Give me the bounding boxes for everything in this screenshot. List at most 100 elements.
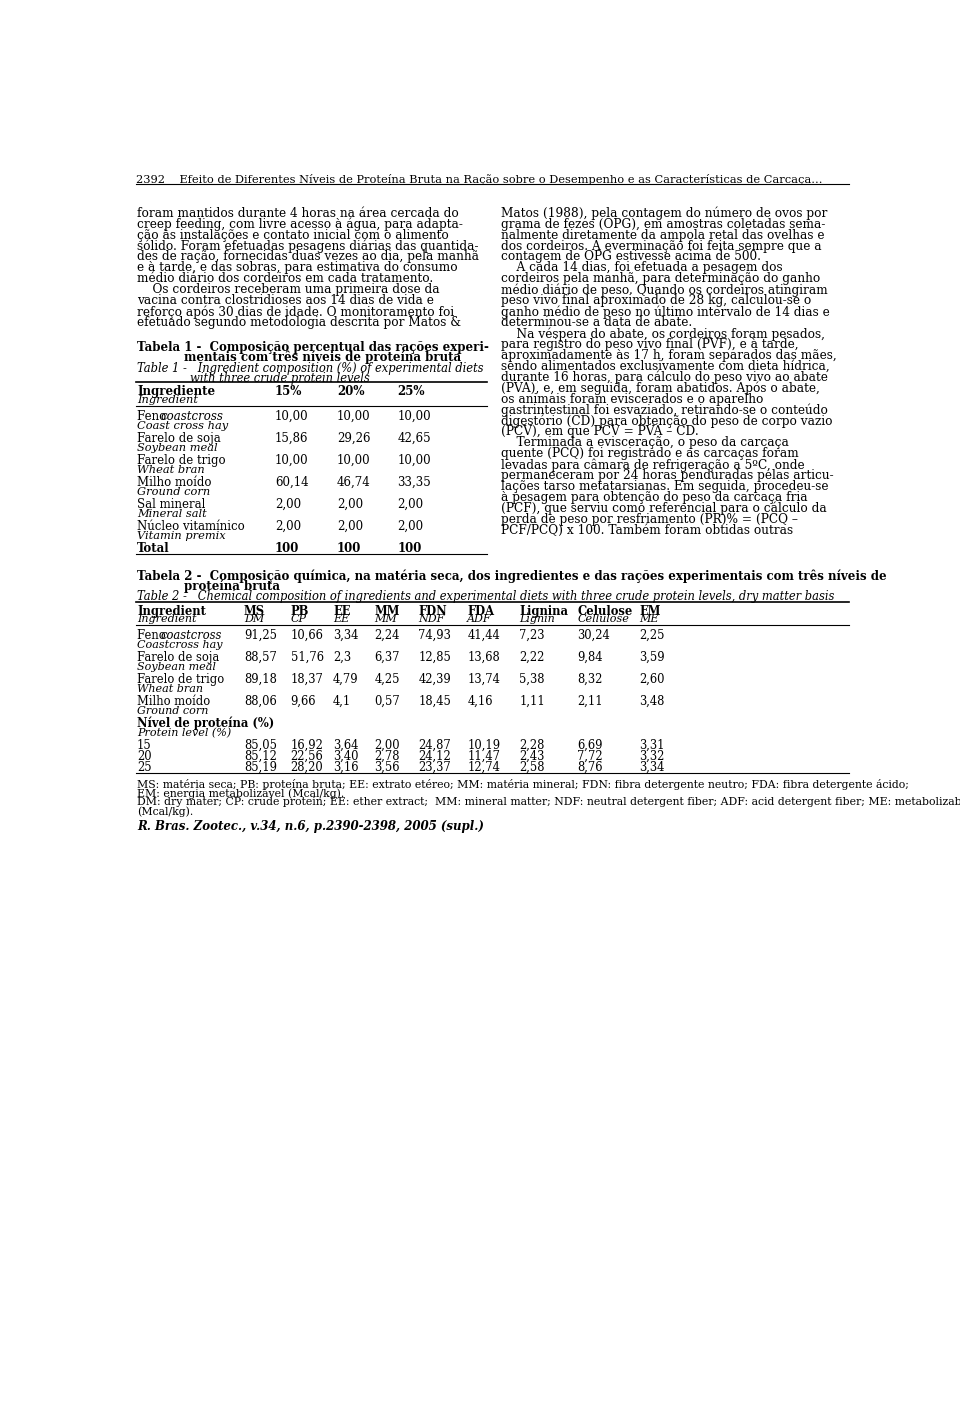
Text: Cellulose: Cellulose bbox=[577, 614, 629, 624]
Text: Farelo de soja: Farelo de soja bbox=[137, 432, 221, 444]
Text: Feno: Feno bbox=[137, 628, 169, 642]
Text: Coast cross hay: Coast cross hay bbox=[137, 421, 228, 430]
Text: 6,69: 6,69 bbox=[577, 739, 603, 751]
Text: 12,74: 12,74 bbox=[468, 761, 500, 774]
Text: 41,44: 41,44 bbox=[468, 628, 500, 642]
Text: 33,35: 33,35 bbox=[397, 477, 431, 489]
Text: 2,00: 2,00 bbox=[337, 498, 363, 512]
Text: e à tarde, e das sobras, para estimativa do consumo: e à tarde, e das sobras, para estimativa… bbox=[137, 261, 458, 275]
Text: nalmente diretamente da ampola retal das ovelhas e: nalmente diretamente da ampola retal das… bbox=[501, 229, 825, 241]
Text: 4,16: 4,16 bbox=[468, 694, 492, 708]
Text: FDA: FDA bbox=[468, 604, 494, 618]
Text: determinou-se a data de abate.: determinou-se a data de abate. bbox=[501, 315, 692, 329]
Text: sendo alimentados exclusivamente com dieta hídrica,: sendo alimentados exclusivamente com die… bbox=[501, 360, 830, 373]
Text: proteína bruta: proteína bruta bbox=[183, 579, 279, 593]
Text: Table 2 -   Chemical composition of ingredients and experimental diets with thre: Table 2 - Chemical composition of ingred… bbox=[137, 590, 834, 603]
Text: 11,47: 11,47 bbox=[468, 750, 500, 763]
Text: à pesagem para obtenção do peso da carcaça fria: à pesagem para obtenção do peso da carca… bbox=[501, 491, 808, 505]
Text: Ingredient: Ingredient bbox=[137, 614, 197, 624]
Text: dos cordeiros. A everminação foi feita sempre que a: dos cordeiros. A everminação foi feita s… bbox=[501, 240, 822, 252]
Text: MM: MM bbox=[374, 614, 396, 624]
Text: 10,00: 10,00 bbox=[337, 409, 371, 423]
Text: 9,66: 9,66 bbox=[291, 694, 316, 708]
Text: 0,57: 0,57 bbox=[374, 694, 400, 708]
Text: Sal mineral: Sal mineral bbox=[137, 498, 205, 512]
Text: perda de peso por resfriamento (PR)% = (PCQ –: perda de peso por resfriamento (PR)% = (… bbox=[501, 513, 799, 526]
Text: 74,93: 74,93 bbox=[419, 628, 451, 642]
Text: 2392    Efeito de Diferentes Níveis de Proteína Bruta na Ração sobre o Desempenh: 2392 Efeito de Diferentes Níveis de Prot… bbox=[135, 174, 822, 185]
Text: 5,38: 5,38 bbox=[519, 673, 544, 686]
Text: aproximadamente às 17 h, foram separados das mães,: aproximadamente às 17 h, foram separados… bbox=[501, 349, 837, 362]
Text: 10,19: 10,19 bbox=[468, 739, 500, 751]
Text: 1,11: 1,11 bbox=[519, 694, 545, 708]
Text: sólido. Foram efetuadas pesagens diárias das quantida-: sólido. Foram efetuadas pesagens diárias… bbox=[137, 240, 478, 252]
Text: 2,25: 2,25 bbox=[639, 628, 664, 642]
Text: (Mcal/kg).: (Mcal/kg). bbox=[137, 806, 193, 817]
Text: DM: DM bbox=[244, 614, 264, 624]
Text: Milho moído: Milho moído bbox=[137, 477, 211, 489]
Text: Feno: Feno bbox=[137, 409, 170, 423]
Text: 3,59: 3,59 bbox=[639, 651, 665, 663]
Text: 88,06: 88,06 bbox=[244, 694, 276, 708]
Text: A cada 14 dias, foi efetuada a pesagem dos: A cada 14 dias, foi efetuada a pesagem d… bbox=[501, 261, 783, 275]
Text: 8,76: 8,76 bbox=[577, 761, 603, 774]
Text: Mineral salt: Mineral salt bbox=[137, 509, 206, 519]
Text: PB: PB bbox=[291, 604, 309, 618]
Text: 100: 100 bbox=[337, 543, 361, 555]
Text: vacina contra clostridioses aos 14 dias de vida e: vacina contra clostridioses aos 14 dias … bbox=[137, 294, 434, 307]
Text: Wheat bran: Wheat bran bbox=[137, 684, 204, 694]
Text: Soybean meal: Soybean meal bbox=[137, 443, 218, 453]
Text: EE: EE bbox=[333, 614, 349, 624]
Text: Tabela 2 -  Composição química, na matéria seca, dos ingredientes e das rações e: Tabela 2 - Composição química, na matéri… bbox=[137, 569, 887, 583]
Text: 2,22: 2,22 bbox=[519, 651, 544, 663]
Text: Milho moído: Milho moído bbox=[137, 694, 210, 708]
Text: 29,26: 29,26 bbox=[337, 432, 371, 444]
Text: Matos (1988), pela contagem do número de ovos por: Matos (1988), pela contagem do número de… bbox=[501, 206, 828, 220]
Text: 91,25: 91,25 bbox=[244, 628, 277, 642]
Text: ganho médio de peso no último intervalo de 14 dias e: ganho médio de peso no último intervalo … bbox=[501, 306, 830, 318]
Text: 60,14: 60,14 bbox=[275, 477, 308, 489]
Text: permaneceram por 24 horas penduradas pelas articu-: permaneceram por 24 horas penduradas pel… bbox=[501, 470, 834, 482]
Text: Terminada a evisceração, o peso da carcaça: Terminada a evisceração, o peso da carca… bbox=[501, 436, 789, 450]
Text: 18,37: 18,37 bbox=[291, 673, 324, 686]
Text: 2,78: 2,78 bbox=[374, 750, 399, 763]
Text: 4,79: 4,79 bbox=[333, 673, 359, 686]
Text: PCF/PCQ) x 100. Também foram obtidas outras: PCF/PCQ) x 100. Também foram obtidas out… bbox=[501, 524, 793, 537]
Text: 85,12: 85,12 bbox=[244, 750, 276, 763]
Text: médio diário dos cordeiros em cada tratamento.: médio diário dos cordeiros em cada trata… bbox=[137, 272, 433, 286]
Text: coastcross: coastcross bbox=[160, 628, 222, 642]
Text: 2,60: 2,60 bbox=[639, 673, 664, 686]
Text: EE: EE bbox=[333, 604, 350, 618]
Text: FDN: FDN bbox=[419, 604, 447, 618]
Text: 2,58: 2,58 bbox=[519, 761, 544, 774]
Text: MM: MM bbox=[374, 604, 399, 618]
Text: 30,24: 30,24 bbox=[577, 628, 610, 642]
Text: 4,1: 4,1 bbox=[333, 694, 351, 708]
Text: 2,00: 2,00 bbox=[275, 520, 301, 533]
Text: Núcleo vitamínico: Núcleo vitamínico bbox=[137, 520, 245, 533]
Text: 88,57: 88,57 bbox=[244, 651, 276, 663]
Text: durante 16 horas, para cálculo do peso vivo ao abate: durante 16 horas, para cálculo do peso v… bbox=[501, 370, 828, 384]
Text: 3,64: 3,64 bbox=[333, 739, 358, 751]
Text: MS: MS bbox=[244, 604, 265, 618]
Text: 100: 100 bbox=[275, 543, 300, 555]
Text: Lignina: Lignina bbox=[519, 604, 568, 618]
Text: Ingredient: Ingredient bbox=[137, 394, 198, 405]
Text: Farelo de trigo: Farelo de trigo bbox=[137, 454, 226, 467]
Text: ção às instalações e contato inicial com o alimento: ção às instalações e contato inicial com… bbox=[137, 229, 449, 241]
Text: os animais foram eviscerados e o aparelho: os animais foram eviscerados e o aparelh… bbox=[501, 393, 763, 405]
Text: 3,40: 3,40 bbox=[333, 750, 359, 763]
Text: ME: ME bbox=[639, 614, 659, 624]
Text: quente (PCQ) foi registrado e as carcaças foram: quente (PCQ) foi registrado e as carcaça… bbox=[501, 447, 799, 460]
Text: 10,00: 10,00 bbox=[337, 454, 371, 467]
Text: 2,28: 2,28 bbox=[519, 739, 544, 751]
Text: 3,34: 3,34 bbox=[639, 761, 664, 774]
Text: Total: Total bbox=[137, 543, 170, 555]
Text: 2,00: 2,00 bbox=[397, 498, 423, 512]
Text: 9,84: 9,84 bbox=[577, 651, 603, 663]
Text: 42,65: 42,65 bbox=[397, 432, 431, 444]
Text: 7,72: 7,72 bbox=[577, 750, 603, 763]
Text: 25%: 25% bbox=[397, 386, 425, 398]
Text: peso vivo final aproximado de 28 kg, calculou-se o: peso vivo final aproximado de 28 kg, cal… bbox=[501, 294, 811, 307]
Text: NDF: NDF bbox=[419, 614, 444, 624]
